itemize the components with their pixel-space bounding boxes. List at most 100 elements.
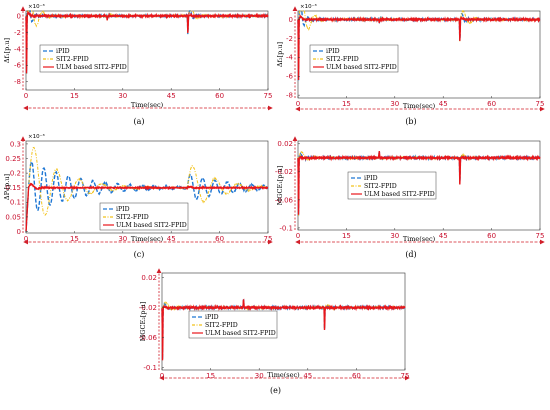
x-tick-label: 75 — [264, 235, 273, 243]
legend-box — [99, 202, 189, 231]
x-tick-label: 30 — [118, 92, 127, 100]
legend-label: SIT2-FPID — [364, 183, 397, 190]
x-tick-label: 60 — [487, 232, 496, 240]
x-tick-label: 60 — [352, 372, 361, 380]
x-tick-label: 75 — [536, 232, 545, 240]
x-tick-label: 45 — [167, 92, 176, 100]
y-tick-label: 0.3 — [10, 140, 21, 148]
y-tick-label: -0.1 — [143, 364, 157, 372]
legend-box — [347, 171, 437, 200]
legend-label: ULM based SIT2-FPID — [364, 191, 435, 198]
chart-panel-a: 0 15 30 45 60 75 -8 -6 -4 -2 0 ×10⁻³ Δf₁[p.u] Time(se… — [3, 3, 273, 126]
x-axis-label: Time(sec) — [267, 371, 300, 379]
x-axis-label: Time(sec) — [131, 235, 164, 243]
panel-caption: (a) — [133, 117, 144, 126]
x-tick-label: 60 — [215, 235, 224, 243]
x-tick-label: 15 — [342, 100, 351, 108]
legend-box — [309, 44, 399, 73]
series-line-ulm-based-sit2-fpid — [297, 14, 541, 81]
x-axis-label: Time(sec) — [403, 102, 436, 110]
x-axis-label: Time(sec) — [403, 235, 436, 243]
legend-label: ULM based SIT2-FPID — [116, 222, 187, 229]
x-tick-label: 0 — [296, 232, 300, 240]
x-tick-label: 0 — [24, 235, 28, 243]
y-tick-label: -8 — [14, 78, 21, 86]
x-tick-label: 0 — [160, 372, 164, 380]
legend-label: SIT2-FPID — [56, 56, 89, 63]
legend-label: SIT2-FPID — [116, 214, 149, 221]
y-tick-label: -0.02 — [275, 168, 293, 176]
x-axis-label: Time(sec) — [131, 101, 164, 109]
chart-panel-b: 0 15 30 45 60 75 -8 -6 -4 -2 0 ×10⁻³ Δf₂[p.u] Time(se… — [276, 3, 545, 126]
panel-caption: (d) — [405, 250, 416, 259]
x-tick-label: 30 — [390, 100, 399, 108]
chart-panel-e: 0 15 30 45 60 75 -0.1 -0.06 -0.02 0.02 MGCE₂[p.u] T… — [139, 268, 410, 395]
series-line-ulm-based-sit2-fpid — [25, 182, 269, 232]
y-tick-label: -4 — [286, 54, 294, 62]
y-tick-label: -8 — [286, 92, 293, 100]
axis-exponent: ×10⁻³ — [300, 3, 317, 10]
legend-box — [39, 44, 129, 73]
series-line-ulm-based-sit2-fpid — [25, 10, 269, 74]
axis-exponent: ×10⁻³ — [28, 3, 45, 10]
legend-box — [188, 310, 278, 339]
x-tick-label: 0 — [24, 92, 28, 100]
y-tick-label: 0.05 — [5, 213, 21, 221]
legend-label: ULM based SIT2-FPID — [56, 64, 127, 71]
legend-label: SIT2-FPID — [205, 322, 238, 329]
y-axis-label: MGCE₂[p.u] — [139, 302, 147, 342]
x-tick-label: 15 — [206, 372, 215, 380]
y-tick-label: 0 — [17, 228, 21, 236]
y-tick-label: -0.06 — [275, 196, 294, 204]
y-tick-label: -4 — [14, 45, 22, 53]
y-tick-label: -2 — [14, 29, 21, 37]
y-tick-label: -6 — [286, 73, 294, 81]
x-tick-label: 45 — [167, 235, 176, 243]
y-axis-label: Δf₁[p.u] — [3, 38, 11, 63]
x-tick-label: 45 — [439, 232, 448, 240]
x-tick-label: 45 — [303, 372, 312, 380]
x-tick-label: 75 — [264, 92, 273, 100]
panel-caption: (c) — [134, 250, 145, 259]
x-tick-label: 15 — [70, 235, 79, 243]
y-tick-label: 0.02 — [277, 140, 293, 148]
legend-label: iPID — [56, 48, 70, 55]
axis-exponent: ×10⁻³ — [28, 133, 45, 140]
x-tick-label: 60 — [215, 92, 224, 100]
y-axis-label: MGCE₁[p.u] — [276, 166, 284, 206]
y-tick-label: -0.1 — [279, 224, 293, 232]
x-tick-label: 30 — [118, 235, 127, 243]
y-axis-label: ΔPₜ[p.u] — [3, 174, 11, 200]
panel-caption: (e) — [270, 386, 281, 395]
x-tick-label: 45 — [439, 100, 448, 108]
legend-label: SIT2-FPID — [326, 56, 359, 63]
x-tick-label: 30 — [390, 232, 399, 240]
panel-caption: (b) — [405, 117, 416, 126]
chart-panel-d: 0 15 30 45 60 75 -0.1 -0.06 -0.02 0.02 MGCE₁[p.u] T… — [275, 136, 545, 259]
x-tick-label: 15 — [70, 92, 79, 100]
series-line-ulm-based-sit2-fpid — [297, 151, 541, 215]
plot-frame — [25, 140, 269, 234]
legend-label: iPID — [326, 48, 340, 55]
y-tick-label: 0.1 — [10, 199, 21, 207]
x-tick-label: 60 — [487, 100, 496, 108]
series-line-ipid — [25, 160, 269, 232]
legend-label: iPID — [116, 206, 130, 213]
legend-label: ULM based SIT2-FPID — [326, 64, 397, 71]
y-tick-label: 0.2 — [10, 170, 21, 178]
y-tick-label: -6 — [14, 62, 22, 70]
chart-panel-c: 0 15 30 45 60 75 0 0.05 0.1 0.15 0.2 0.25 0.3 ×10⁻³ ΔP… — [3, 133, 273, 259]
series-line-ulm-based-sit2-fpid — [161, 298, 406, 361]
x-tick-label: 0 — [296, 100, 300, 108]
legend-label: iPID — [205, 314, 219, 321]
y-tick-label: -0.02 — [139, 304, 157, 312]
y-tick-label: -0.06 — [139, 334, 158, 342]
y-tick-label: 0.15 — [5, 184, 21, 192]
y-tick-label: -2 — [286, 35, 293, 43]
y-tick-label: 0 — [17, 12, 21, 20]
